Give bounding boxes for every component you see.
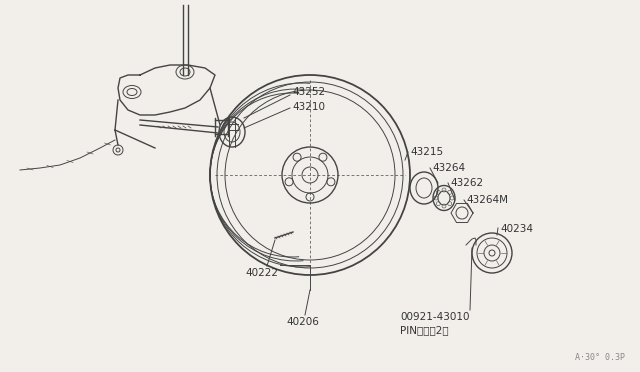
Text: 43264M: 43264M [466,195,508,205]
Text: 40234: 40234 [500,224,533,234]
Text: 43264: 43264 [432,163,465,173]
Text: 40222: 40222 [245,268,278,278]
Text: 43210: 43210 [292,102,325,112]
Text: A·30° 0.3P: A·30° 0.3P [575,353,625,362]
Text: 43262: 43262 [450,178,483,188]
Text: PINピン（2）: PINピン（2） [400,325,449,335]
Text: 40206: 40206 [286,317,319,327]
Text: 43215: 43215 [410,147,443,157]
Text: 00921-43010: 00921-43010 [400,312,470,322]
Text: 43252: 43252 [292,87,325,97]
